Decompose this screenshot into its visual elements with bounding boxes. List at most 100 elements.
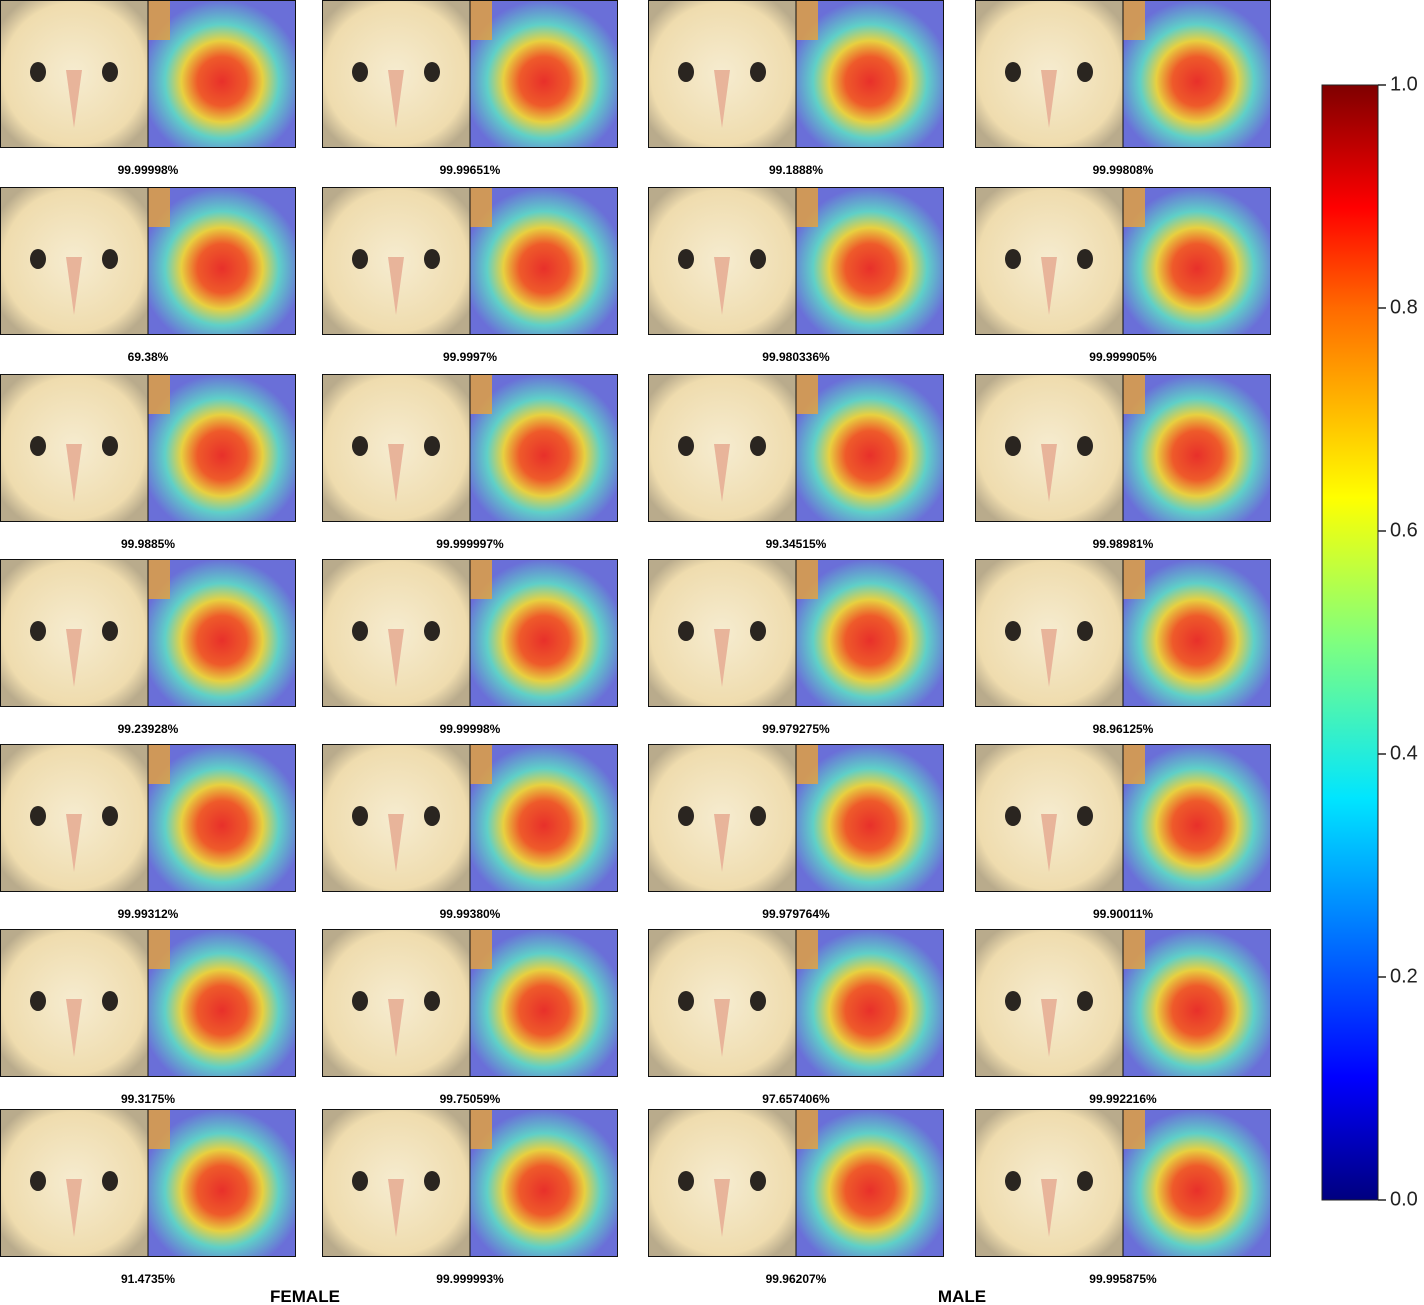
beak [388,814,404,872]
heatmap [470,1109,618,1257]
heatmap [470,187,618,335]
heatmap-corner [148,1109,170,1149]
heatmap [796,1109,944,1257]
eye [1005,1171,1021,1191]
colorbar-tick-label: 0.2 [1390,965,1418,987]
eye [1077,621,1093,641]
eye [424,249,440,269]
beak [66,1179,82,1237]
heatmap [148,187,296,335]
heatmap [148,929,296,1077]
beak [714,1179,730,1237]
heatmap-corner [796,744,818,784]
heatmap [1123,929,1271,1077]
beak [66,629,82,687]
heatmap-corner [148,374,170,414]
probability-label: 99.99380% [440,907,501,921]
probability-label: 99.34515% [766,537,827,551]
eye [424,991,440,1011]
eye [1077,249,1093,269]
eye [30,62,46,82]
beak [714,444,730,502]
eye [750,621,766,641]
heatmap-corner [1123,1109,1145,1149]
heatmap [796,744,944,892]
eye [1005,991,1021,1011]
eye [750,249,766,269]
heatmap-corner [1123,0,1145,40]
probability-label: 99.3175% [121,1092,175,1106]
eye [102,991,118,1011]
probability-label: 99.75059% [440,1092,501,1106]
heatmap [470,744,618,892]
heatmap [1123,1109,1271,1257]
beak [714,814,730,872]
probability-label: 99.980336% [762,350,830,364]
eye [1005,249,1021,269]
beak [714,257,730,315]
eye [1077,806,1093,826]
eye [424,62,440,82]
probability-label: 99.999993% [436,1272,504,1286]
eye [750,1171,766,1191]
heatmap-corner [470,187,492,227]
eye [352,62,368,82]
eye [424,436,440,456]
eye [30,991,46,1011]
probability-label: 99.999905% [1089,350,1157,364]
eye [352,991,368,1011]
probability-label: 99.999997% [436,537,504,551]
eye [30,249,46,269]
probability-label: 98.96125% [1093,722,1154,736]
eye [678,62,694,82]
heatmap [796,929,944,1077]
eye [750,991,766,1011]
eye [1077,62,1093,82]
eye [424,806,440,826]
heatmap [148,559,296,707]
eye [424,621,440,641]
eye [352,436,368,456]
probability-label: 99.99312% [118,907,179,921]
eye [102,621,118,641]
probability-label: 99.99998% [440,722,501,736]
probability-label: 99.99998% [118,163,179,177]
colorbar [1321,84,1379,1201]
probability-label: 97.657406% [762,1092,830,1106]
beak [1041,999,1057,1057]
heatmap [470,929,618,1077]
eye [30,1171,46,1191]
beak [714,629,730,687]
heatmap-corner [796,187,818,227]
eye [102,436,118,456]
heatmap-corner [1123,744,1145,784]
heatmap-corner [796,374,818,414]
eye [1077,991,1093,1011]
heatmap [470,0,618,148]
beak [714,999,730,1057]
group-label: MALE [938,1287,986,1305]
heatmap [1123,187,1271,335]
eye [678,436,694,456]
eye [352,806,368,826]
heatmap [796,0,944,148]
group-label: FEMALE [270,1287,340,1305]
eye [1005,806,1021,826]
beak [388,999,404,1057]
colorbar-tick-label: 0.0 [1390,1188,1418,1210]
probability-label: 99.992216% [1089,1092,1157,1106]
beak [1041,814,1057,872]
eye [678,621,694,641]
probability-label: 99.96207% [766,1272,827,1286]
heatmap-corner [470,0,492,40]
colorbar-tick-label: 0.8 [1390,296,1418,318]
beak [1041,70,1057,128]
probability-label: 99.9885% [121,537,175,551]
eye [1077,436,1093,456]
eye [1005,621,1021,641]
beak [66,257,82,315]
beak [1041,1179,1057,1237]
heatmap [470,559,618,707]
probability-label: 91.4735% [121,1272,175,1286]
probability-label: 99.99651% [440,163,501,177]
